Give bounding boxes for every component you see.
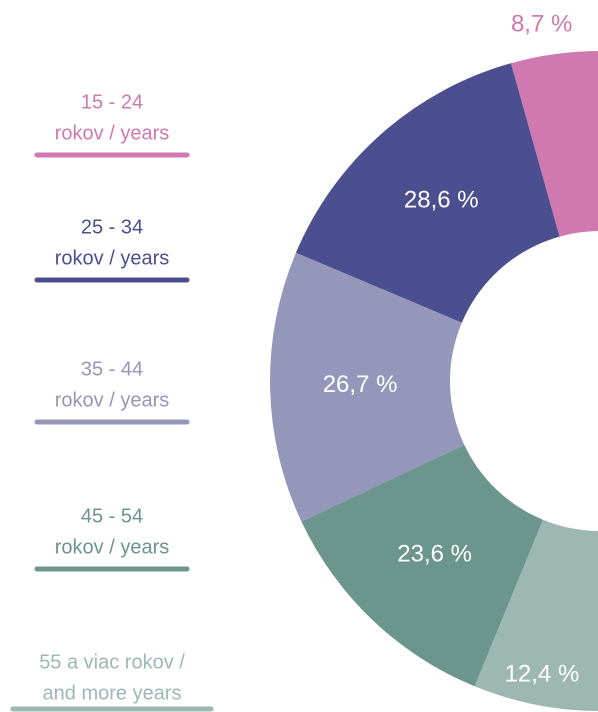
legend-label: 45 - 54 <box>81 505 143 527</box>
slice-label: 28,6 % <box>404 186 479 213</box>
slice-label: 12,4 % <box>505 661 580 688</box>
donut-slice <box>510 51 598 237</box>
legend-label: 35 - 44 <box>81 358 143 380</box>
legend-label: rokov / years <box>55 122 169 144</box>
legend-label: rokov / years <box>55 247 169 269</box>
legend-label: rokov / years <box>55 389 169 411</box>
legend-label: 55 a viac rokov / <box>39 651 185 673</box>
donut-slice <box>301 444 544 687</box>
donut-slice <box>295 63 560 323</box>
donut-slice <box>270 252 465 522</box>
slice-label: 26,7 % <box>323 371 398 398</box>
legend-label: and more years <box>43 682 182 704</box>
legend-label: rokov / years <box>55 536 169 558</box>
donut-slice <box>474 519 598 711</box>
slice-label: 23,6 % <box>397 540 472 567</box>
slice-label: 8,7 % <box>511 10 572 37</box>
legend-label: 25 - 34 <box>81 216 143 238</box>
legend-label: 15 - 24 <box>81 91 143 113</box>
